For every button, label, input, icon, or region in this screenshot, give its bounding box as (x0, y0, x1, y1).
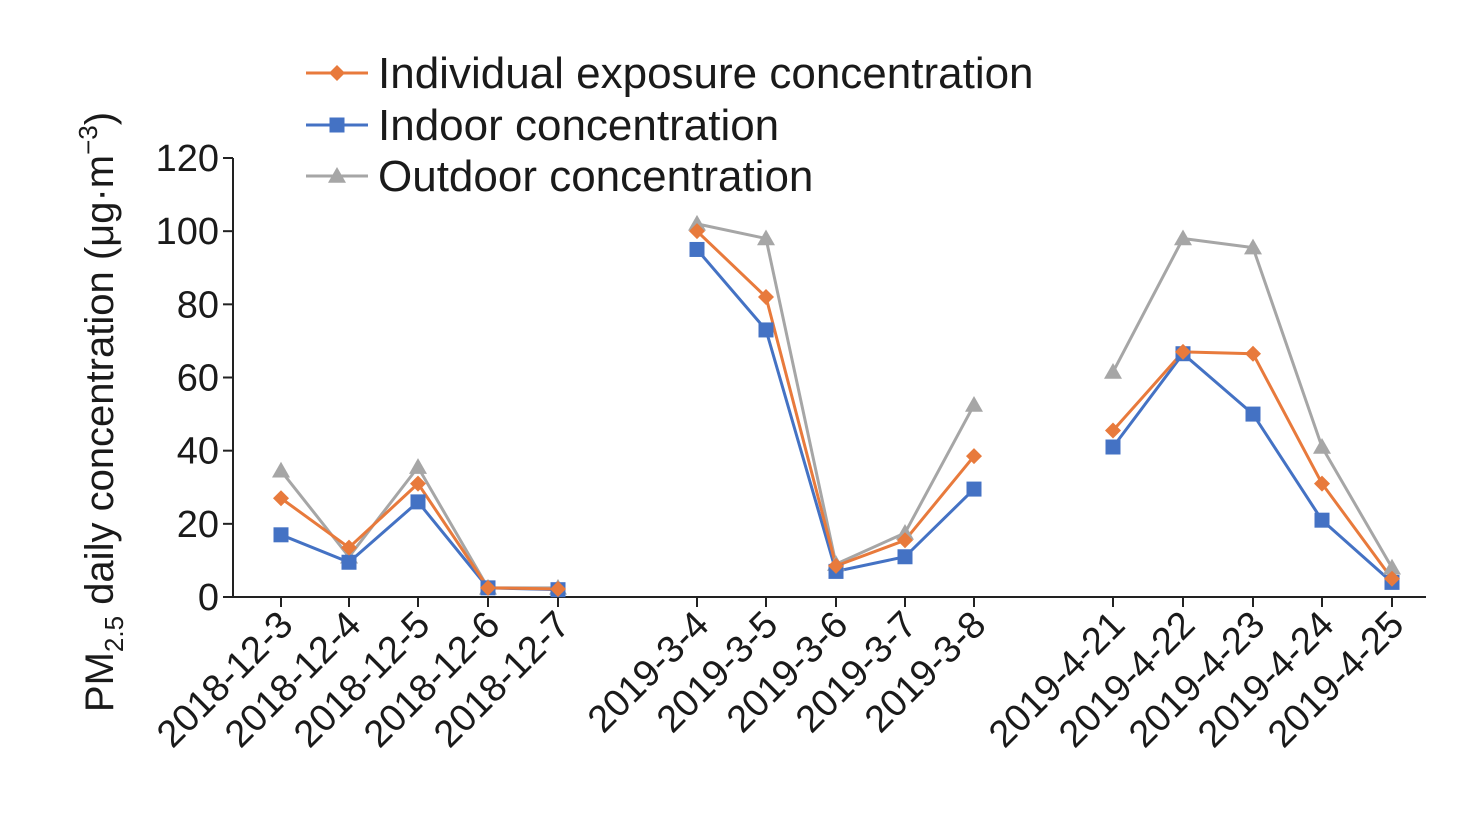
y-tick-label: 40 (177, 431, 219, 473)
legend-swatch-marker (329, 117, 345, 133)
data-point (1104, 363, 1122, 379)
data-point (965, 395, 983, 412)
data-point (1105, 439, 1121, 455)
data-point (828, 557, 844, 574)
legend-swatch-marker (328, 167, 346, 183)
data-point (480, 579, 496, 596)
data-point (1244, 238, 1262, 255)
data-point (1384, 570, 1400, 587)
data-point (410, 475, 426, 492)
y-axis-ticks: 0 20 40 60 80 100 120 (156, 138, 233, 619)
data-point (896, 523, 914, 540)
data-point (550, 580, 566, 597)
data-point (897, 549, 913, 565)
data-point (410, 494, 426, 510)
data-point (1245, 406, 1261, 422)
data-point (1383, 558, 1401, 575)
data-point (409, 458, 427, 474)
data-point (758, 289, 774, 306)
data-point (1175, 343, 1191, 360)
data-point (1313, 438, 1331, 454)
legend-label: Individual exposure concentration (378, 49, 1034, 98)
y-axis-title: PM2.5 daily concentration (μg·m−3) (73, 112, 129, 712)
y-tick-label: 60 (177, 358, 219, 400)
data-point (897, 532, 913, 549)
data-point (689, 223, 705, 240)
data-point (1314, 512, 1330, 528)
data-point (688, 214, 706, 231)
x-axis-ticks: 2018-12-32018-12-42018-12-52018-12-62018… (149, 597, 1412, 756)
legend-swatch-marker (329, 65, 345, 81)
y-tick-label: 120 (156, 138, 219, 180)
data-point (341, 554, 357, 570)
data-point (966, 448, 982, 465)
legend-label: Indoor concentration (378, 101, 779, 150)
legend-label: Outdoor concentration (378, 152, 813, 201)
y-tick-label: 0 (198, 577, 219, 619)
series-line-1-group-2 (1111, 351, 1393, 584)
data-point (757, 229, 775, 246)
series-line-2-group-1 (696, 222, 976, 567)
data-point (272, 461, 290, 478)
y-tick-label: 80 (177, 284, 219, 326)
data-point (1105, 422, 1121, 439)
series-line-0-group-1 (695, 230, 976, 568)
data-point (1174, 229, 1192, 246)
data-point (689, 241, 705, 257)
series-line-2-group-2 (1111, 236, 1394, 569)
data-point (758, 322, 774, 338)
series-lines (279, 222, 1394, 592)
series-markers (272, 214, 1401, 598)
y-tick-label: 20 (177, 504, 219, 546)
y-tick-label: 100 (156, 211, 219, 253)
data-point (273, 490, 289, 507)
series-line-1-group-0 (280, 499, 559, 592)
data-point (966, 481, 982, 497)
data-point (1245, 345, 1261, 362)
data-point (273, 527, 289, 543)
data-point (1314, 475, 1330, 492)
data-point (341, 539, 357, 556)
series-line-1-group-1 (695, 248, 976, 574)
legend: Individual exposure concentrationIndoor … (306, 49, 1034, 201)
